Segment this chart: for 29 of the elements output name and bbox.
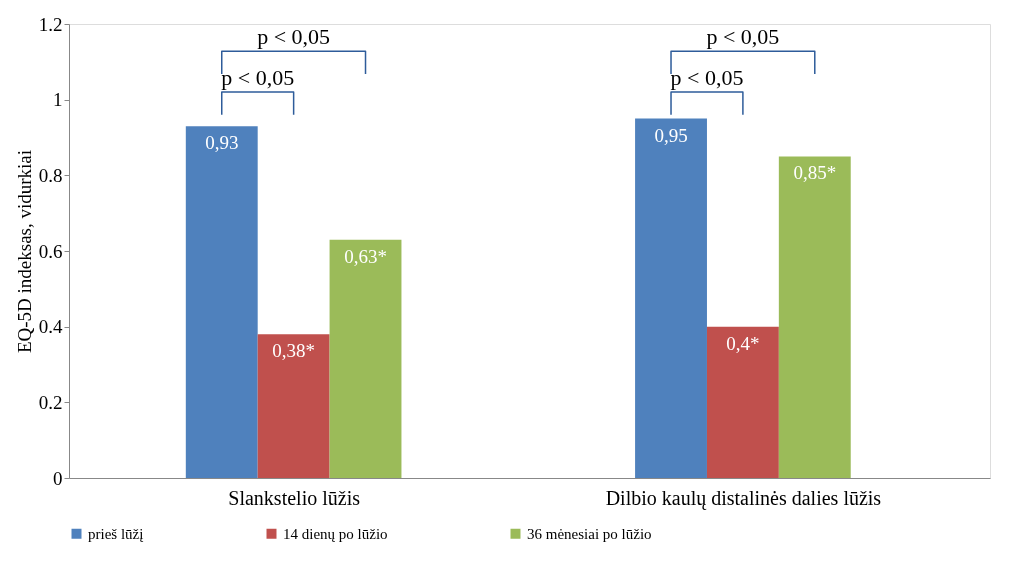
bar [185,126,258,478]
y-axis-title: EQ-5D indeksas, vidurkiai [13,149,35,354]
bar [329,239,402,478]
annotation: p < 0,05 [221,65,295,91]
data-label: 0,4* [726,332,760,354]
legend-label: 36 mėnesiai po lūžio [527,525,652,542]
legend-label: prieš lūžį [88,525,144,542]
bar [635,118,707,478]
data-label: 0,95 [654,124,688,146]
annotation: p < 0,05 [257,24,331,50]
y-tick-label: 1.2 [38,13,63,35]
bar [778,156,851,478]
y-tick-label: 0.6 [38,240,63,262]
x-tick-label: Slankstelio lūžis [228,486,361,509]
data-label: 0,85* [793,162,837,184]
annotation: p < 0,05 [706,24,780,50]
annotation: p < 0,05 [670,65,744,91]
y-tick-label: 0.8 [38,164,63,186]
bar [257,334,330,478]
data-label: 0,93 [205,132,239,154]
x-tick-label: Dilbio kaulų distalinės dalies lūžis [605,486,882,510]
bar [706,326,779,478]
legend-label: 14 dienų po lūžio [283,525,388,542]
data-label: 0,38* [272,340,316,362]
y-tick-label: 0.4 [38,316,63,338]
y-tick-label: 0.2 [38,391,63,413]
data-label: 0,63* [344,245,387,267]
y-tick-label: 1 [53,89,63,111]
y-tick-label: 0 [53,467,63,489]
